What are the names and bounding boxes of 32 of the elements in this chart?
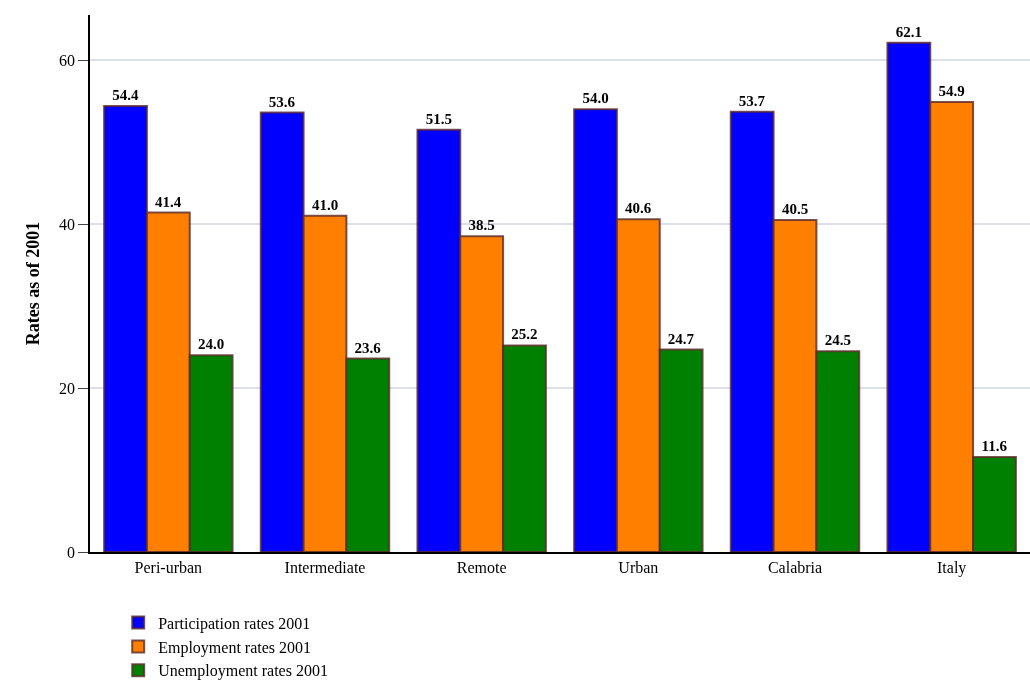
- data-label: 24.5: [824, 332, 851, 349]
- data-label: 23.6: [354, 339, 382, 356]
- data-label: 11.6: [981, 437, 1008, 454]
- x-tick-label: Calabria: [767, 558, 823, 576]
- x-tick-label: Urban: [618, 558, 659, 576]
- y-tick-label: 60: [59, 51, 76, 69]
- y-tick-label: 20: [59, 379, 76, 397]
- x-tick-label: Intermediate: [284, 558, 366, 576]
- y-tick-label: 0: [67, 543, 76, 561]
- y-tick-label: 40: [59, 215, 76, 233]
- data-label: 54.9: [938, 82, 965, 99]
- data-label: 25.2: [511, 326, 538, 343]
- x-tick-label: Peri-urban: [134, 558, 203, 576]
- data-label: 51.5: [425, 110, 452, 127]
- data-label: 41.0: [311, 196, 339, 213]
- data-label: 53.7: [738, 92, 766, 109]
- x-tick-label: Italy: [937, 558, 967, 577]
- legend-label: Unemployment rates 2001: [158, 662, 328, 681]
- x-tick-label: Remote: [456, 558, 507, 576]
- data-label: 62.1: [895, 23, 922, 40]
- data-label: 40.6: [624, 200, 652, 217]
- data-label: 54.4: [112, 87, 139, 103]
- data-label: 24.7: [667, 330, 695, 347]
- data-label: 41.4: [154, 193, 182, 210]
- data-label: 54.0: [582, 90, 609, 107]
- data-label: 38.5: [468, 217, 495, 234]
- legend-label: Participation rates 2001: [158, 614, 311, 633]
- data-label: 24.0: [198, 336, 225, 353]
- data-label: 53.6: [268, 93, 296, 110]
- data-label: 40.5: [781, 200, 809, 217]
- y-axis-title: Rates as of 2001: [22, 221, 43, 346]
- legend-label: Employment rates 2001: [158, 638, 312, 657]
